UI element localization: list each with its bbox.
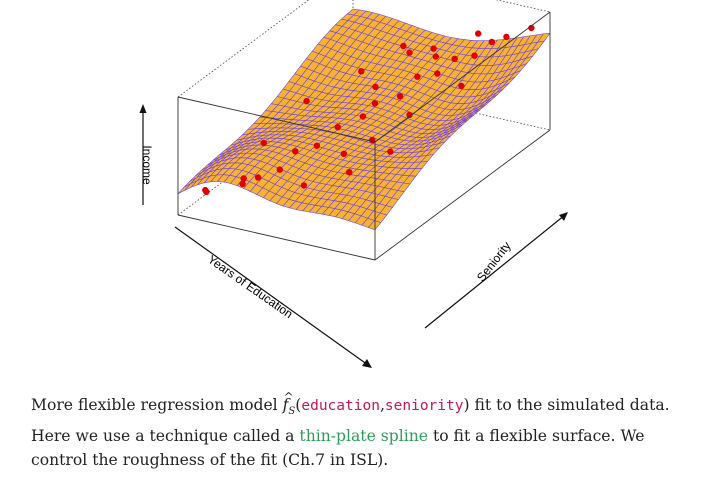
open-paren: ( (295, 396, 302, 414)
f-hat-symbol: f (283, 385, 294, 417)
box-back-edge-4 (352, 84, 551, 131)
data-point-1 (203, 188, 210, 195)
data-point-28 (458, 82, 465, 90)
data-point-21 (400, 42, 407, 50)
caption-middle: ) fit to the simulated data. Here we use… (31, 396, 670, 446)
data-point-20 (358, 68, 365, 75)
data-point-9 (334, 123, 341, 131)
y-axis-arrow (424, 214, 566, 329)
caption-prefix: More flexible regression model (31, 396, 283, 414)
data-point-29 (260, 139, 267, 147)
surface-plot: Income Years of Education Seniority (139, 0, 568, 368)
data-point-6 (313, 142, 321, 149)
data-point-8 (359, 113, 367, 120)
data-point-17 (488, 38, 495, 46)
z-axis-arrowhead (139, 104, 147, 113)
data-point-14 (471, 52, 478, 59)
x-axis-arrow (174, 226, 369, 366)
box-back-edge-1 (495, 0, 551, 13)
data-point-15 (451, 55, 458, 62)
data-point-30 (372, 83, 379, 91)
y-axis-arrowhead (559, 212, 568, 221)
data-point-2 (239, 180, 246, 188)
data-point-19 (303, 97, 310, 105)
data-point-16 (503, 33, 510, 41)
data-point-31 (430, 45, 437, 52)
data-point-32 (475, 30, 482, 37)
box-front-edge-5 (177, 96, 376, 143)
data-point-10 (396, 93, 404, 100)
data-point-5 (254, 174, 262, 181)
data-point-13 (414, 73, 421, 80)
data-point-23 (300, 182, 308, 189)
box-front-edge-6 (374, 11, 551, 143)
plot-box-front (177, 11, 551, 261)
data-point-3 (240, 175, 247, 182)
x-axis-label: Years of Education (205, 252, 295, 321)
data-point-27 (387, 148, 394, 155)
data-point-24 (340, 150, 348, 157)
model-symbol: fS (283, 385, 296, 418)
data-point-7 (292, 148, 299, 155)
data-point-34 (432, 53, 439, 60)
data-point-11 (371, 100, 379, 107)
data-point-26 (406, 111, 413, 119)
surface-cell-0-0 (177, 183, 191, 195)
data-point-22 (406, 49, 413, 56)
data-point-33 (346, 169, 353, 176)
z-axis-label: Income (140, 145, 154, 185)
arg-comma: , (379, 396, 385, 414)
data-point-18 (528, 24, 535, 32)
arg-education: education (301, 398, 380, 414)
figure-caption: More flexible regression model fS(educat… (31, 385, 671, 472)
x-axis-arrowhead (362, 359, 372, 368)
data-point-4 (276, 166, 283, 173)
box-front-edge-0 (177, 214, 376, 261)
data-points (202, 24, 535, 195)
thin-plate-spline-term: thin-plate spline (299, 427, 428, 446)
f-subscript: S (288, 406, 296, 418)
box-front-edge-1 (374, 129, 551, 261)
caption-suffix: to fit a flexible surface. We control th… (31, 427, 645, 470)
arg-seniority: seniority (384, 398, 464, 414)
data-point-12 (434, 70, 441, 77)
box-back-edge-0 (177, 0, 310, 98)
